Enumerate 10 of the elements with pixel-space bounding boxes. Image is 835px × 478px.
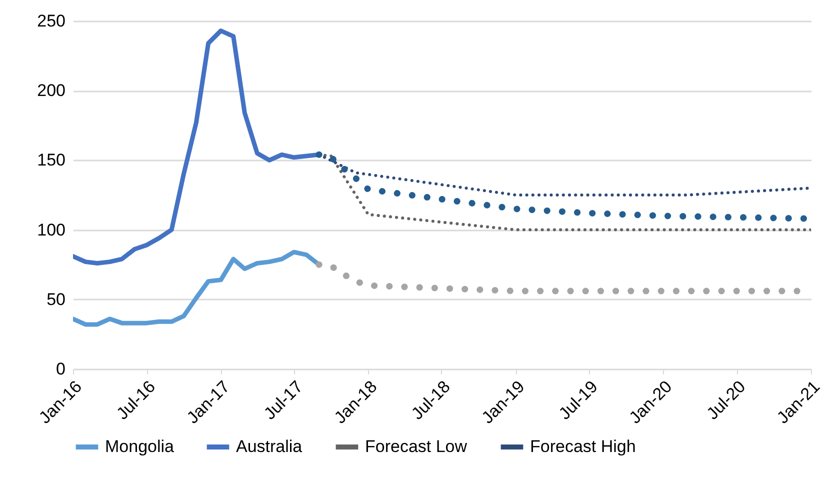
y-tick-label: 50 <box>46 290 66 309</box>
legend-label: Australia <box>236 437 303 456</box>
legend-label: Mongolia <box>105 437 175 456</box>
y-tick-label: 100 <box>37 220 66 240</box>
legend-label: Forecast Low <box>365 437 468 456</box>
y-tick-label: 150 <box>37 150 66 170</box>
legend-label: Forecast High <box>530 437 636 456</box>
y-tick-label: 200 <box>37 81 66 100</box>
y-tick-label: 0 <box>56 360 66 378</box>
y-tick-label: 250 <box>37 12 66 30</box>
